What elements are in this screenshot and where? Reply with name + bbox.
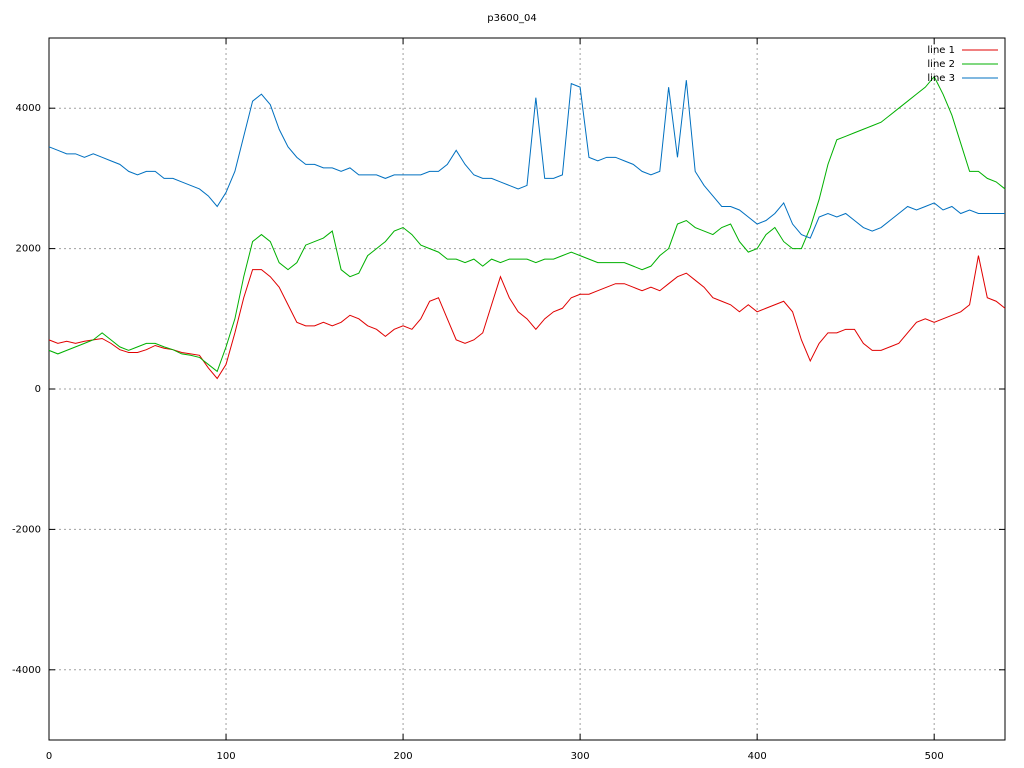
x-tick-label: 300: [571, 751, 590, 762]
x-tick-label: 0: [46, 751, 52, 762]
legend-label: line 3: [927, 73, 955, 84]
legend-label: line 1: [927, 45, 955, 56]
x-tick-label: 100: [216, 751, 235, 762]
y-tick-label: -2000: [12, 524, 41, 535]
y-tick-label: 0: [35, 384, 41, 395]
series-line: [48, 255, 1006, 380]
y-tick-label: 2000: [16, 244, 41, 255]
plot-border: [48, 37, 1006, 741]
legend-label: line 2: [927, 59, 955, 70]
x-tick-label: 400: [748, 751, 767, 762]
series-line: [48, 80, 1005, 239]
y-tick-label: -4000: [12, 665, 41, 676]
x-tick-label: 200: [394, 751, 413, 762]
x-tick-label: 500: [925, 751, 944, 762]
y-tick-label: 4000: [16, 103, 41, 114]
series-line: [48, 75, 1006, 373]
chart-title: p3600_04: [487, 13, 537, 24]
